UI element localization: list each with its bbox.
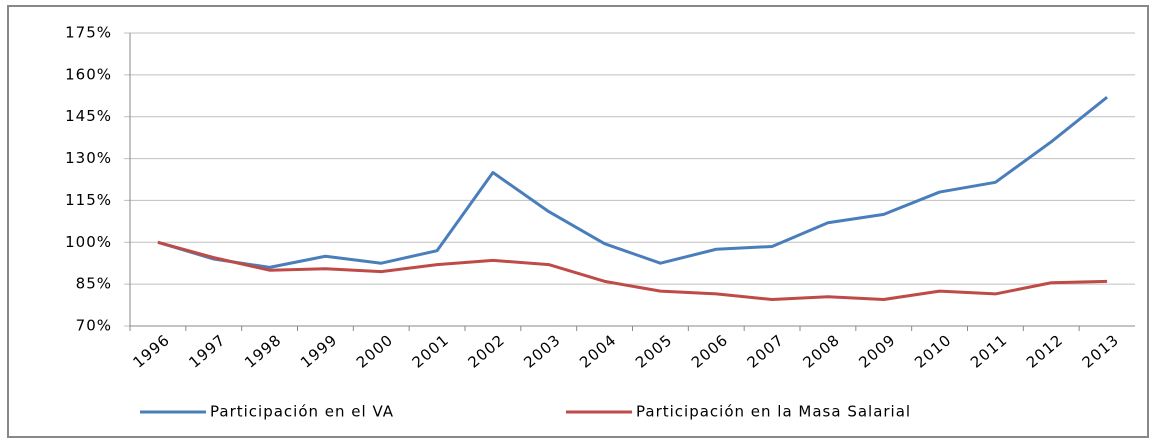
x-tick-label: 2003 bbox=[520, 331, 564, 372]
y-tick-label: 130% bbox=[65, 149, 112, 167]
y-tick-label: 70% bbox=[76, 317, 112, 335]
x-tick-label: 2010 bbox=[911, 331, 955, 372]
y-tick-label: 160% bbox=[65, 65, 112, 83]
legend-label: Participación en el VA bbox=[210, 403, 394, 421]
x-tick-label: 2004 bbox=[576, 331, 620, 372]
x-tick-label: 1997 bbox=[185, 331, 229, 372]
x-tick-label: 2012 bbox=[1023, 331, 1067, 372]
x-tick-label: 2009 bbox=[855, 331, 899, 372]
x-tick-label: 2002 bbox=[464, 331, 508, 372]
x-tick-label: 1999 bbox=[297, 331, 341, 372]
legend-label: Participación en la Masa Salarial bbox=[636, 403, 911, 421]
y-tick-label: 115% bbox=[65, 191, 112, 209]
x-tick-label: 2001 bbox=[409, 331, 453, 372]
frame bbox=[7, 5, 1149, 438]
x-tick-label: 2007 bbox=[744, 331, 788, 372]
x-tick-label: 1996 bbox=[129, 331, 173, 372]
y-tick-label: 85% bbox=[76, 275, 112, 293]
x-tick-label: 2008 bbox=[799, 331, 843, 372]
y-tick-label: 145% bbox=[65, 107, 112, 125]
x-tick-label: 1998 bbox=[241, 331, 285, 372]
x-tick-label: 2011 bbox=[967, 331, 1011, 372]
y-tick-label: 175% bbox=[65, 24, 112, 42]
x-tick-label: 2000 bbox=[353, 331, 397, 372]
x-tick-label: 2006 bbox=[688, 331, 732, 372]
x-tick-label: 2005 bbox=[632, 331, 676, 372]
y-tick-label: 100% bbox=[65, 233, 112, 251]
series-line bbox=[157, 240, 1108, 301]
series-line bbox=[157, 96, 1109, 269]
x-tick-label: 2013 bbox=[1079, 331, 1123, 372]
